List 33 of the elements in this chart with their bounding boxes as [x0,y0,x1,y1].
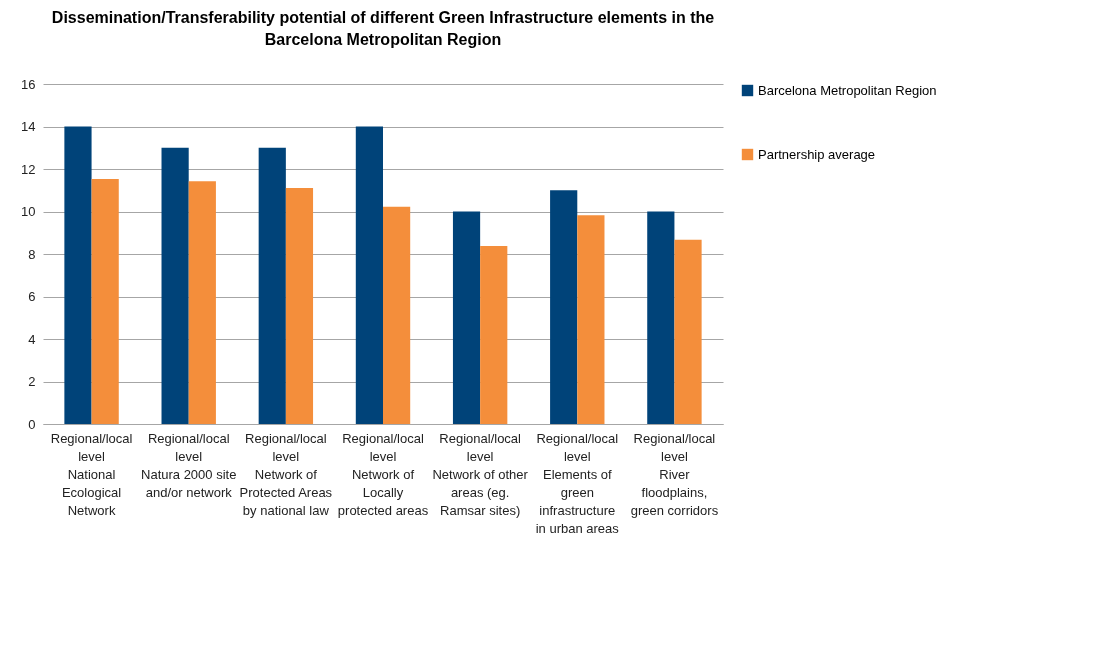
bar [674,239,702,424]
x-tick-label: Regional/local level Network of Protected Areas by national law [239,430,333,518]
chart-title: Dissemination/Transferability potential of different Green Infrastructure elements in the Barcelona Metropolitan Region [51,9,715,48]
x-tick-label: Regional/local level Network of other areas (eg. Ramsar sites) [432,430,529,518]
y-tick-label: 14 [21,119,36,134]
legend-label: Barcelona Metropolitan Region [758,82,937,98]
bar [188,181,216,424]
x-tick-label: Regional/local level National Ecological Network [50,430,133,518]
x-tick-label: Regional/local level Natura 2000 site and/or network [141,430,237,500]
bar [64,126,92,424]
bar [258,147,286,424]
bar [355,126,383,424]
bar [452,211,481,424]
bar [550,190,578,424]
bar [577,215,605,424]
y-tick-label: 2 [28,374,36,389]
y-tick-label: 8 [28,246,36,262]
bar [285,187,314,424]
y-tick-label: 16 [21,76,36,92]
bar [383,206,411,424]
y-tick-label: 4 [28,331,36,347]
legend-label: Partnership average [758,146,876,162]
y-tick-label: 10 [21,204,36,219]
y-tick-label: 0 [28,416,36,432]
x-tick-label: Regional/local level Network of Locally protected areas [337,430,429,518]
x-tick-label: Regional/local level River floodplains, green corridors [630,430,719,518]
bar [91,178,119,424]
bar [480,245,508,424]
y-tick-label: 12 [21,161,36,177]
x-tick-label: Regional/local level Elements of green infrastructure in urban areas [535,430,620,536]
bar [161,147,189,424]
y-tick-label: 6 [28,289,36,304]
bar [647,211,675,424]
